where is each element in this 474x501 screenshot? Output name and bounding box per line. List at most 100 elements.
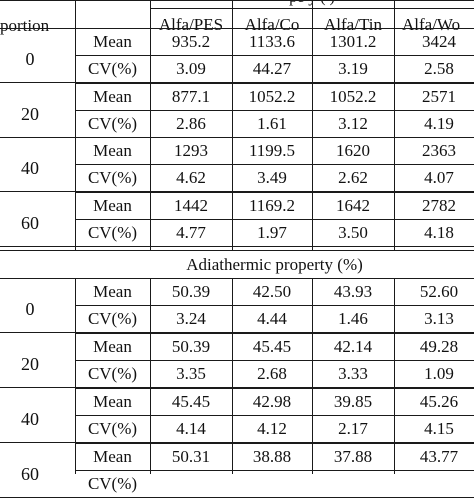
proportion-value: 40 <box>21 409 39 429</box>
column-rule <box>150 0 151 250</box>
mean-label: Mean <box>93 337 132 356</box>
cv-value-cell: 1.97 <box>257 223 287 242</box>
row-rule <box>75 192 474 193</box>
header-group-title: pe y ( ) <box>150 0 474 8</box>
group-rule <box>0 497 474 498</box>
cv-label: CV(%) <box>87 114 138 133</box>
cv-value-cell <box>150 470 232 497</box>
row-rule <box>75 443 474 444</box>
column-rule <box>312 0 313 250</box>
cv-value-cell: 4.77 <box>176 223 206 242</box>
cv-value-cell: 4.18 <box>424 223 454 242</box>
cv-label: CV(%) <box>87 223 138 242</box>
mean-value-cell: 43.77 <box>419 447 459 466</box>
cv-label: CV(%) <box>87 364 138 383</box>
proportion-value: 0 <box>25 299 35 319</box>
group-rule <box>0 191 474 192</box>
mean-value-cell: 42.98 <box>252 392 292 411</box>
header-rule-top <box>0 0 474 1</box>
mean-value-cell: 1620 <box>336 141 370 160</box>
cv-value-cell: 3.13 <box>424 309 454 328</box>
column-rule <box>394 0 395 250</box>
mean-value-cell: 2782 <box>422 196 456 215</box>
mean-value-cell: 43.93 <box>333 282 373 301</box>
cv-value-cell: 3.09 <box>176 59 206 78</box>
mean-value-cell: 50.39 <box>171 282 211 301</box>
header-rule <box>150 8 474 9</box>
mean-value-cell: 877.1 <box>171 87 211 106</box>
row-rule <box>75 415 474 416</box>
mean-label: Mean <box>93 196 132 215</box>
proportion-value: 60 <box>21 464 39 484</box>
row-rule <box>75 360 474 361</box>
mean-value-cell: 1052.2 <box>248 87 296 106</box>
row-rule <box>75 219 474 220</box>
section-title-adiathermic: Adiathermic property (%) <box>186 254 363 274</box>
proportion-value: 20 <box>21 104 39 124</box>
mean-value-cell: 3424 <box>422 32 456 51</box>
cv-value-cell: 4.14 <box>176 419 206 438</box>
mean-value-cell: 39.85 <box>333 392 373 411</box>
mean-value-cell: 1642 <box>336 196 370 215</box>
mean-value-cell: 42.50 <box>252 282 292 301</box>
row-rule <box>75 164 474 165</box>
column-rule <box>75 278 76 474</box>
row-rule <box>75 333 474 334</box>
mean-value-cell: 1442 <box>174 196 208 215</box>
mean-value-cell: 42.14 <box>333 337 373 356</box>
group-rule <box>0 442 474 443</box>
mean-label: Mean <box>93 141 132 160</box>
cv-value-cell <box>312 470 394 497</box>
cv-value-cell: 4.19 <box>424 114 454 133</box>
mean-value-cell: 45.45 <box>252 337 292 356</box>
mean-value-cell: 1052.2 <box>329 87 377 106</box>
section-title-rule-bottom <box>0 278 474 279</box>
mean-label: Mean <box>93 87 132 106</box>
cv-value-cell <box>232 470 312 497</box>
cv-value-cell <box>394 470 474 497</box>
mean-value-cell: 1293 <box>174 141 208 160</box>
mean-value-cell: 50.39 <box>171 337 211 356</box>
mean-label: Mean <box>93 392 132 411</box>
mean-value-cell: 935.2 <box>171 32 211 51</box>
row-rule <box>75 305 474 306</box>
cv-value-cell: 4.62 <box>176 168 206 187</box>
cv-value-cell: 44.27 <box>252 59 292 78</box>
cv-value-cell: 2.62 <box>338 168 368 187</box>
proportion-value: 40 <box>21 158 39 178</box>
cv-value-cell: 4.12 <box>257 419 287 438</box>
column-rule <box>394 278 395 474</box>
cv-value-cell: 2.58 <box>424 59 454 78</box>
cv-value-cell: 2.86 <box>176 114 206 133</box>
mean-value-cell: 2571 <box>422 87 456 106</box>
section-title-rule-top <box>0 250 474 251</box>
mean-value-cell: 2363 <box>422 141 456 160</box>
group-rule <box>0 246 474 247</box>
cv-value-cell: 2.68 <box>257 364 287 383</box>
proportion-value: 0 <box>25 49 35 69</box>
mean-label: Mean <box>93 447 132 466</box>
row-rule <box>75 83 474 84</box>
cv-value-cell: 4.15 <box>424 419 454 438</box>
mean-value-cell: 1301.2 <box>329 32 377 51</box>
mean-value-cell: 45.45 <box>171 392 211 411</box>
mean-value-cell: 38.88 <box>252 447 292 466</box>
mean-value-cell: 1133.6 <box>248 32 296 51</box>
row-rule <box>75 55 474 56</box>
cv-label: CV(%) <box>87 168 138 187</box>
mean-label: Mean <box>93 282 132 301</box>
cv-value-cell: 3.50 <box>338 223 368 242</box>
header-proportion-label: portion <box>0 15 50 35</box>
cv-label: CV(%) <box>87 309 138 328</box>
mean-value-cell: 50.31 <box>171 447 211 466</box>
group-rule <box>0 332 474 333</box>
cv-value-cell: 3.49 <box>257 168 287 187</box>
mean-value-cell: 1169.2 <box>248 196 296 215</box>
cv-value-cell: 3.12 <box>338 114 368 133</box>
mean-value-cell: 1199.5 <box>248 141 296 160</box>
column-rule <box>312 278 313 474</box>
header-rule <box>0 28 474 29</box>
row-rule <box>75 137 474 138</box>
cv-value-cell: 4.44 <box>257 309 287 328</box>
